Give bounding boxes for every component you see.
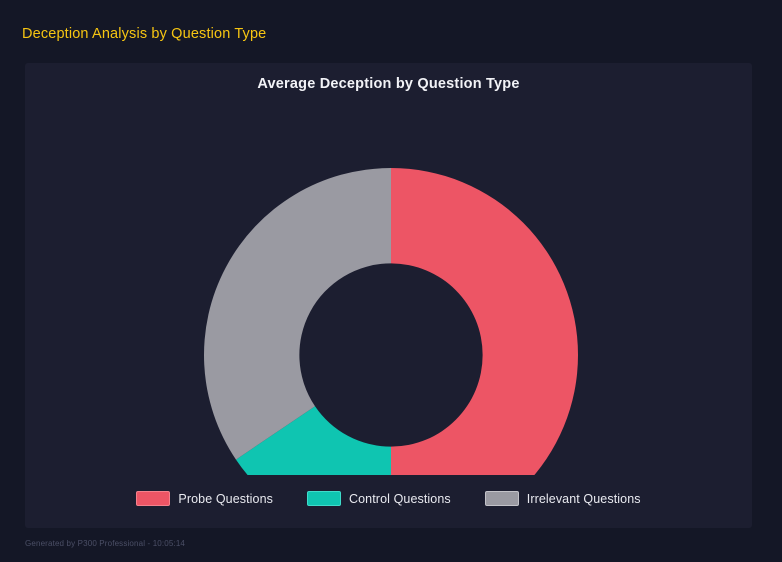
legend-item[interactable]: Control Questions — [307, 491, 451, 506]
chart-panel: Average Deception by Question Type Probe… — [25, 63, 752, 528]
donut-slice[interactable] — [235, 406, 391, 475]
page-title: Deception Analysis by Question Type — [22, 26, 267, 42]
chart-title: Average Deception by Question Type — [257, 76, 520, 92]
report-footer: Generated by P300 Professional - 10:05:1… — [25, 539, 186, 548]
report-header: Deception Analysis by Question Type — [0, 0, 782, 58]
legend-swatch-icon — [136, 491, 171, 506]
legend-swatch-icon — [307, 491, 341, 506]
donut-slice-group — [204, 168, 578, 475]
legend-item-label: Irrelevant Questions — [526, 491, 641, 506]
donut-slice[interactable] — [391, 168, 578, 475]
legend-item[interactable]: Probe Questions — [136, 491, 273, 506]
legend-item[interactable]: Irrelevant Questions — [484, 491, 641, 506]
donut-slice[interactable] — [204, 168, 391, 460]
donut-chart — [25, 93, 752, 475]
donut-chart-svg — [204, 168, 578, 475]
chart-legend: Probe Questions Control Questions Irreleva… — [25, 491, 752, 506]
legend-item-label: Control Questions — [349, 491, 451, 506]
legend-swatch-icon — [484, 491, 519, 506]
legend-item-label: Probe Questions — [178, 491, 273, 506]
